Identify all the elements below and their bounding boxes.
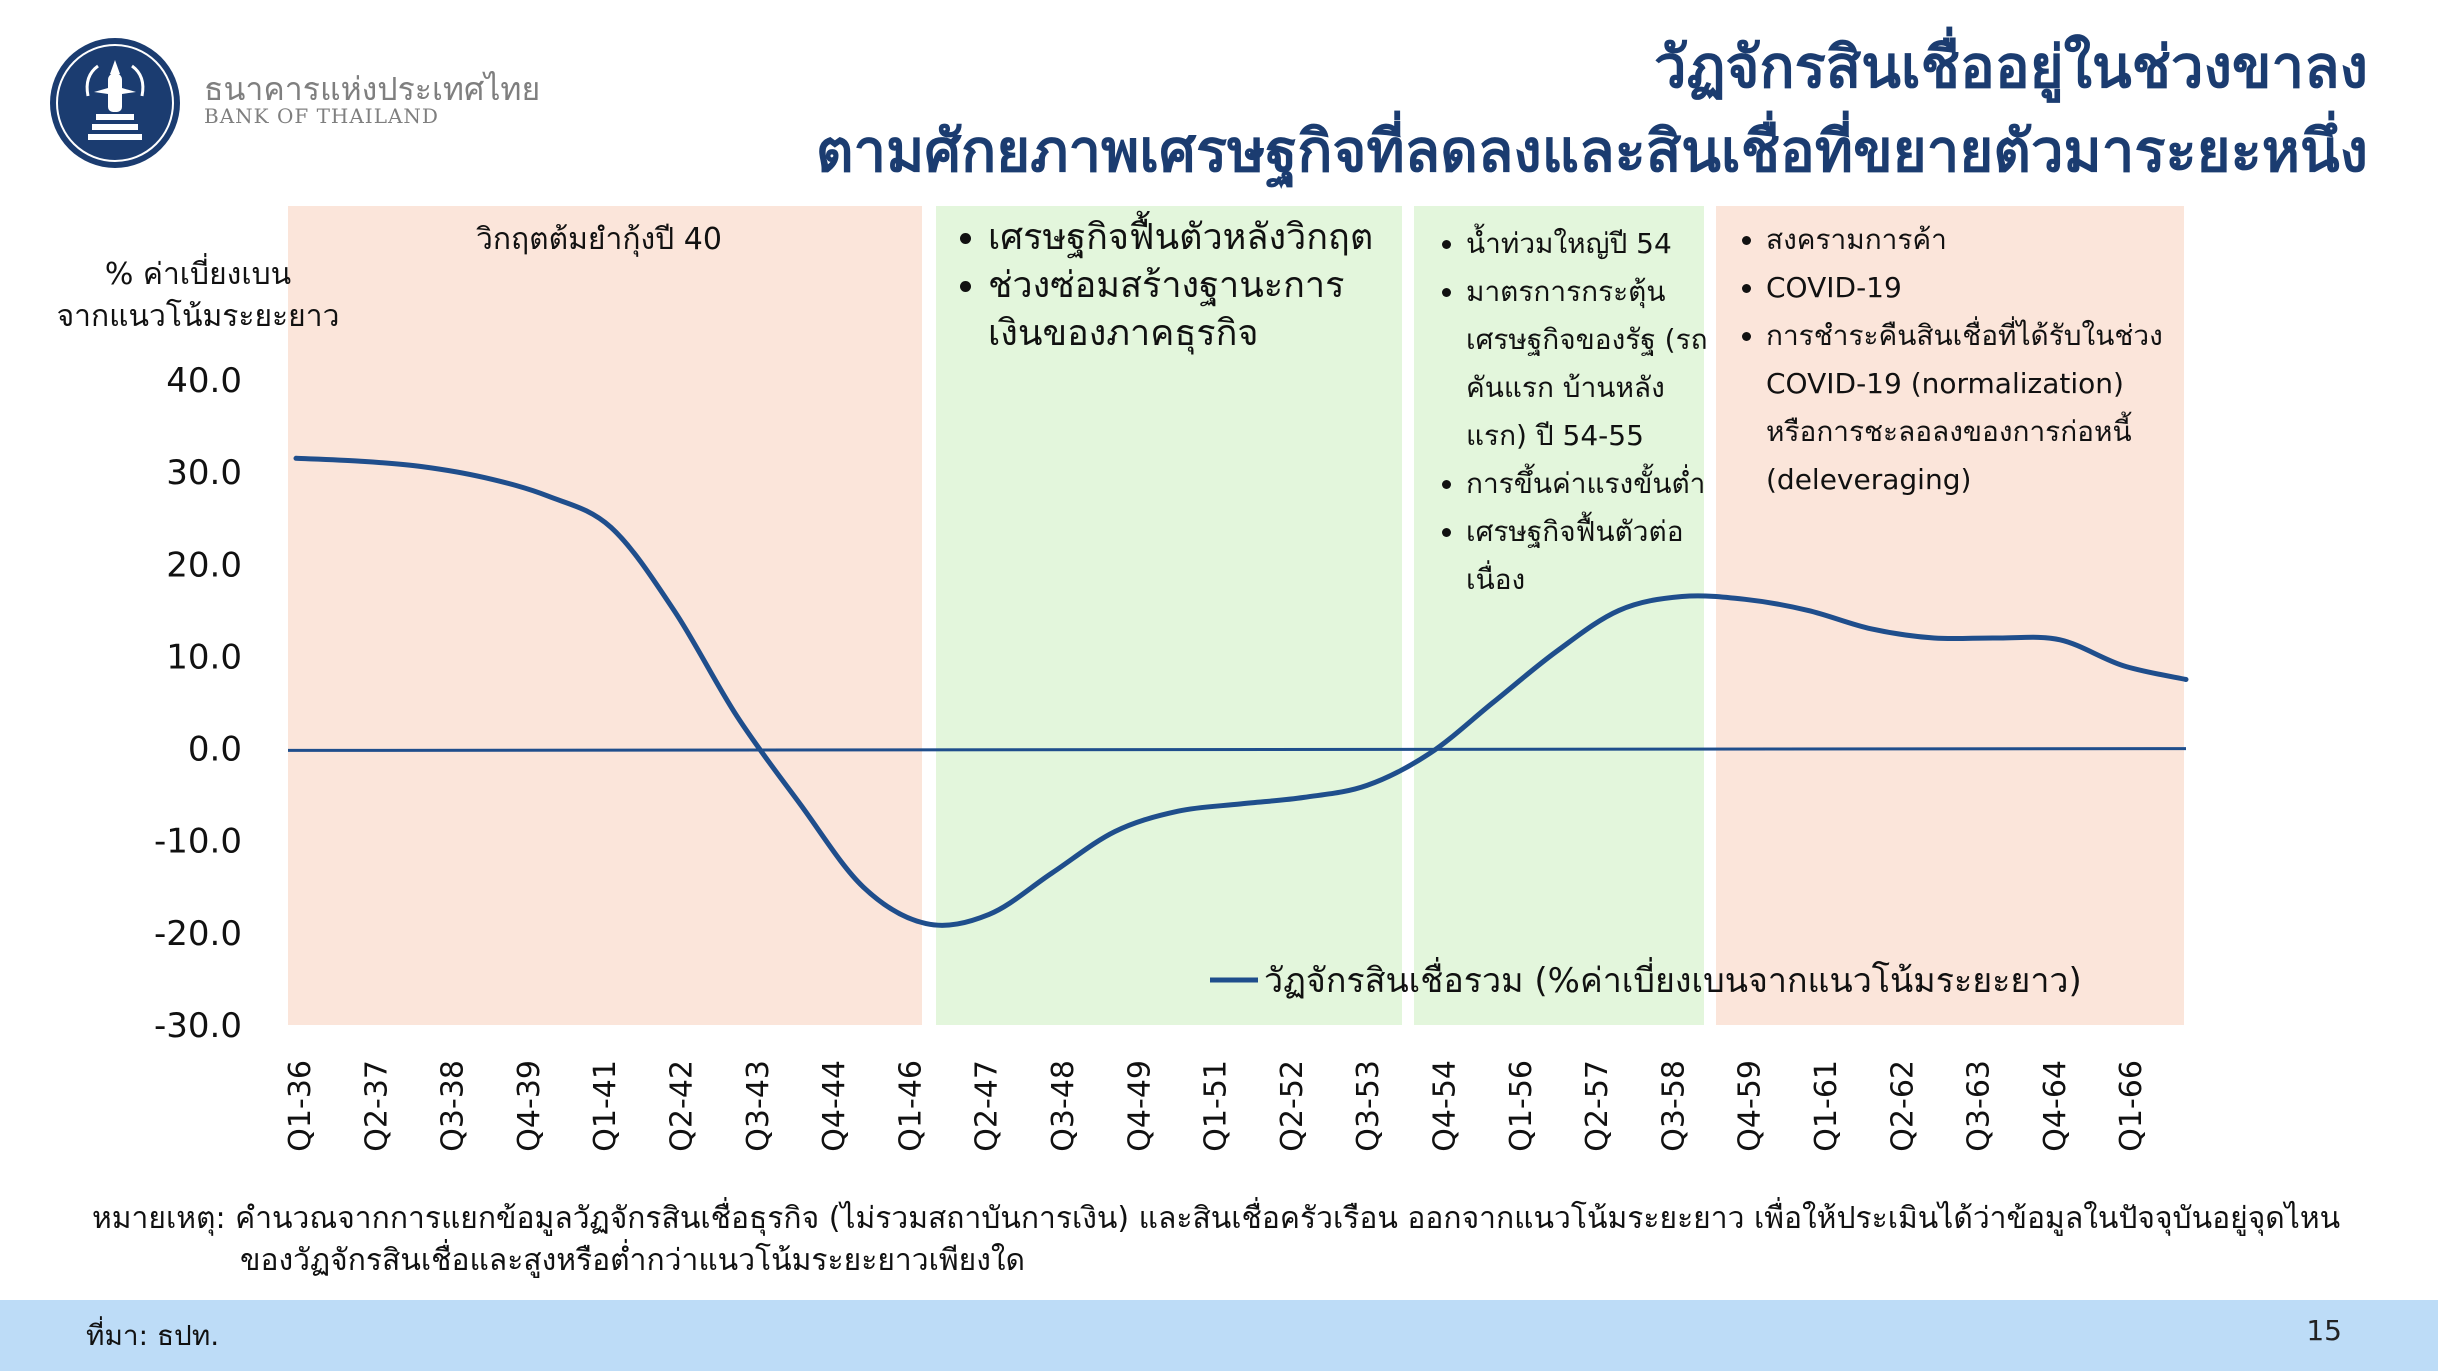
y-tick-label: 30.0 [166, 453, 242, 493]
band-annotation-3: น้ำท่วมใหญ่ปี 54 มาตรการกระตุ้นเศรษฐกิจข… [1432, 220, 1712, 604]
x-tick-label: Q4-59 [1733, 1060, 1768, 1152]
x-tick-label: Q2-42 [665, 1060, 700, 1152]
x-tick-label: Q4-44 [817, 1060, 852, 1152]
slide-title-line-1: วัฏจักรสินเชื่ออยู่ในช่วงขาลง [1654, 33, 2368, 101]
y-tick-label: -10.0 [154, 822, 242, 862]
band-1-text: วิกฤตต้มยำกุ้งปี 40 [476, 222, 722, 257]
x-tick-label: Q3-53 [1351, 1060, 1386, 1152]
x-tick-label: Q3-63 [1962, 1060, 1997, 1152]
band-2-item: เศรษฐกิจฟื้นตัวหลังวิกฤต [988, 214, 1394, 262]
bot-logo-emblem-icon [50, 38, 180, 168]
x-tick-label: Q1-51 [1199, 1060, 1234, 1152]
x-tick-label: Q4-54 [1428, 1060, 1463, 1152]
y-tick-label: -20.0 [154, 914, 242, 954]
band-annotation-4: สงครามการค้า COVID-19 การชำระคืนสินเชื่อ… [1732, 216, 2172, 504]
zero-reference-line [287, 747, 2187, 752]
band-4-item: สงครามการค้า [1766, 216, 2172, 264]
chart-band-4 [1716, 206, 2184, 1025]
footnote-line-2: ของวัฏจักรสินเชื่อและสูงหรือต่ำกว่าแนวโน… [240, 1243, 1026, 1278]
x-tick-label: Q3-43 [741, 1060, 776, 1152]
chart-band-1 [288, 206, 922, 1025]
x-tick-label: Q2-62 [1885, 1060, 1920, 1152]
band-4-item: การชำระคืนสินเชื่อที่ได้รับในช่วง COVID-… [1766, 312, 2172, 504]
x-tick-label: Q1-66 [2114, 1060, 2149, 1152]
x-tick-label: Q2-52 [1275, 1060, 1310, 1152]
page-number: 15 [2306, 1314, 2342, 1347]
band-annotation-2: เศรษฐกิจฟื้นตัวหลังวิกฤต ช่วงซ่อมสร้างฐา… [954, 214, 1394, 358]
legend-label: วัฏจักรสินเชื่อรวม (%ค่าเบี่ยงเบนจากแนวโ… [1264, 957, 2082, 1001]
source-text: ที่มา: ธปท. [86, 1319, 220, 1352]
slide-title-line-2: ตามศักยภาพเศรษฐกิจที่ลดลงและสินเชื่อที่ข… [815, 117, 2368, 185]
series-line-credit-cycle [293, 455, 2189, 928]
x-tick-label: Q2-37 [359, 1060, 394, 1152]
y-axis-label-line-1: % ค่าเบี่ยงเบน [105, 253, 291, 292]
y-axis-tick-labels: 40.0 30.0 20.0 10.0 0.0 -10.0 -20.0 -30.0 [154, 361, 242, 1046]
x-tick-label: Q4-39 [512, 1060, 547, 1152]
y-axis-label-line-2: จากแนวโน้มระยะยาว [57, 298, 340, 334]
x-tick-label: Q3-58 [1656, 1060, 1691, 1152]
y-tick-label: 40.0 [166, 361, 242, 401]
footer-bar: ที่มา: ธปท. 15 [0, 1300, 2438, 1371]
logo-text-english: BANK OF THAILAND [204, 104, 439, 128]
credit-cycle-chart: 40.0 30.0 20.0 10.0 0.0 -10.0 -20.0 -30.0 Q1-36… [57, 206, 2189, 1152]
band-4-item: COVID-19 [1766, 264, 2172, 312]
chart-band-2 [936, 206, 1402, 1025]
chart-background-bands [288, 206, 2184, 1025]
x-axis-tick-labels: Q1-36 Q2-37 Q3-38 Q4-39 Q1-41 Q2-42 Q3-43 Q4-44… [283, 1060, 2149, 1152]
y-tick-label: 0.0 [188, 730, 242, 770]
band-3-item: เศรษฐกิจฟื้นตัวต่อเนื่อง [1466, 508, 1712, 604]
x-tick-label: Q4-49 [1122, 1060, 1157, 1152]
y-tick-label: 20.0 [166, 545, 242, 585]
x-tick-label: Q1-46 [893, 1060, 928, 1152]
chart-band-3 [1414, 206, 1704, 1025]
band-2-item: ช่วงซ่อมสร้างฐานะการเงินของภาคธุรกิจ [988, 262, 1394, 358]
x-tick-label: Q1-36 [283, 1060, 318, 1152]
x-tick-label: Q3-38 [436, 1060, 471, 1152]
x-tick-label: Q1-56 [1504, 1060, 1539, 1152]
band-annotation-1: วิกฤตต้มยำกุ้งปี 40 [476, 216, 722, 263]
footnote: หมายเหตุ: คำนวณจากการแยกข้อมูลวัฏจักรสิน… [92, 1198, 2412, 1282]
footnote-line-1: หมายเหตุ: คำนวณจากการแยกข้อมูลวัฏจักรสิน… [92, 1201, 2341, 1236]
y-tick-label: 10.0 [166, 637, 242, 677]
band-3-item: การขึ้นค่าแรงขั้นต่ำ [1466, 460, 1712, 508]
x-tick-label: Q3-48 [1046, 1060, 1081, 1152]
band-3-item: มาตรการกระตุ้นเศรษฐกิจของรัฐ (รถคันแรก บ… [1466, 268, 1712, 460]
logo-text-thai: ธนาคารแห่งประเทศไทย [204, 70, 541, 108]
y-tick-label: -30.0 [154, 1006, 242, 1046]
x-tick-label: Q1-61 [1809, 1060, 1844, 1152]
band-3-item: น้ำท่วมใหญ่ปี 54 [1466, 220, 1712, 268]
x-tick-label: Q1-41 [588, 1060, 623, 1152]
x-tick-label: Q4-64 [2038, 1060, 2073, 1152]
x-tick-label: Q2-47 [970, 1060, 1005, 1152]
x-tick-label: Q2-57 [1580, 1060, 1615, 1152]
